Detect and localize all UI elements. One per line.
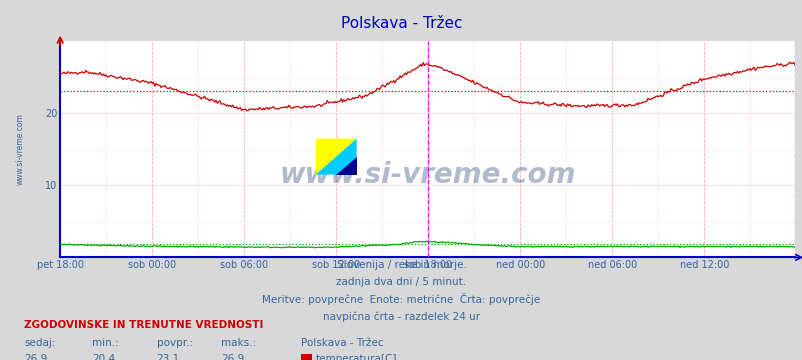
Text: Meritve: povprečne  Enote: metrične  Črta: povprečje: Meritve: povprečne Enote: metrične Črta:… bbox=[262, 293, 540, 305]
Text: temperatura[C]: temperatura[C] bbox=[315, 354, 396, 360]
Text: maks.:: maks.: bbox=[221, 338, 256, 348]
Text: 26,9: 26,9 bbox=[24, 354, 47, 360]
Text: ZGODOVINSKE IN TRENUTNE VREDNOSTI: ZGODOVINSKE IN TRENUTNE VREDNOSTI bbox=[24, 320, 263, 330]
Text: 20,4: 20,4 bbox=[92, 354, 115, 360]
Text: zadnja dva dni / 5 minut.: zadnja dva dni / 5 minut. bbox=[336, 278, 466, 288]
Text: 26,9: 26,9 bbox=[221, 354, 244, 360]
Text: Polskava - Tržec: Polskava - Tržec bbox=[340, 16, 462, 31]
Text: povpr.:: povpr.: bbox=[156, 338, 192, 348]
Text: navpična črta - razdelek 24 ur: navpična črta - razdelek 24 ur bbox=[322, 311, 480, 322]
Text: www.si-vreme.com: www.si-vreme.com bbox=[15, 113, 24, 185]
Text: 23,1: 23,1 bbox=[156, 354, 180, 360]
Polygon shape bbox=[336, 157, 356, 175]
Polygon shape bbox=[315, 139, 356, 175]
Polygon shape bbox=[315, 139, 356, 175]
Text: Slovenija / reke in morje.: Slovenija / reke in morje. bbox=[336, 260, 466, 270]
Text: www.si-vreme.com: www.si-vreme.com bbox=[279, 161, 575, 189]
Text: min.:: min.: bbox=[92, 338, 119, 348]
Text: sedaj:: sedaj: bbox=[24, 338, 55, 348]
Text: Polskava - Tržec: Polskava - Tržec bbox=[301, 338, 383, 348]
